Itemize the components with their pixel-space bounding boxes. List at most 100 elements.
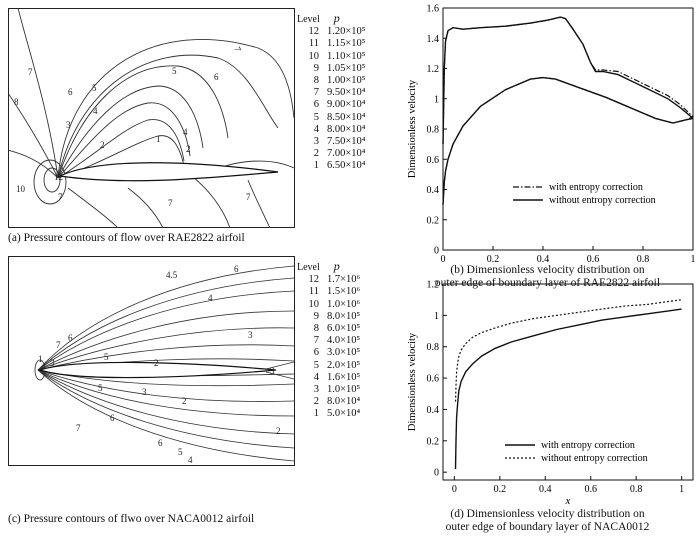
svg-text:7: 7 — [246, 192, 251, 202]
legend-level: 7 — [313, 87, 319, 99]
svg-text:3: 3 — [50, 358, 55, 368]
y-tick-label: 1.6 — [427, 4, 440, 15]
svg-text:4.5: 4.5 — [166, 270, 178, 280]
caption-b-line1: (b) Dimensionless velocity distribution … — [450, 264, 645, 276]
legend-pressure: 1.0×10⁵ — [327, 384, 361, 396]
legend-label: with entropy correction — [541, 440, 635, 451]
legend-level: 6 — [313, 347, 319, 359]
legend-pressure: 2.0×10⁵ — [327, 359, 361, 371]
y-tick-label: 0.6 — [427, 155, 440, 166]
y-tick-label: 0 — [434, 246, 439, 257]
y-tick-label: 1.2 — [427, 64, 440, 75]
y-tick-label: 1 — [434, 94, 439, 105]
y-tick-label: 1 — [434, 311, 439, 322]
caption-b-line2: outer edge of boundary layer of RAE2822 … — [434, 277, 661, 289]
legend-row: 5 2.0×10⁵ — [297, 360, 387, 372]
legend-level: 6 — [313, 99, 319, 111]
legend-row: 11 1.15×10⁵ — [297, 38, 387, 50]
svg-text:10: 10 — [16, 184, 26, 194]
legend-pressure: 1.6×10⁵ — [327, 371, 361, 383]
legend-pressure: 1.20×10⁵ — [327, 26, 366, 38]
svg-text:5: 5 — [172, 66, 177, 76]
legend-row: 6 9.00×10⁴ — [297, 99, 387, 111]
legend-pressure: 7.50×10⁴ — [327, 136, 366, 148]
x-tick-label: 0.8 — [637, 254, 650, 264]
series-line-2 — [442, 76, 694, 205]
legend-row: 4 8.00×10⁴ — [297, 124, 387, 136]
legend-level: 4 — [313, 371, 319, 383]
x-tick-label: 0.2 — [494, 484, 507, 495]
svg-text:4: 4 — [183, 127, 188, 137]
svg-text:7: 7 — [56, 340, 61, 350]
series-line-2 — [442, 16, 694, 145]
x-tick-label: 1 — [691, 254, 696, 264]
legend-level: 5 — [313, 111, 319, 123]
y-tick-label: 0.8 — [427, 125, 440, 136]
series-line-1 — [442, 16, 694, 145]
legend-row: 2 7.00×10⁴ — [297, 148, 387, 160]
legend-level: 7 — [313, 335, 319, 347]
legend-level: 10 — [308, 50, 320, 62]
legend-label: with entropy correction — [549, 182, 643, 193]
svg-text:3: 3 — [142, 387, 147, 397]
legend-level: 5 — [313, 359, 319, 371]
legend-pressure: 8.50×10⁴ — [327, 111, 366, 123]
velocity-chart-rae2822: 0 0.2 0.4 0.6 0.8 1 0 0.2 0.4 0.6 0.8 1 1.2 1.4 1.6 Dim… — [407, 4, 696, 265]
legend-level: 4 — [313, 123, 319, 135]
y-tick-label: 1.2 — [427, 280, 440, 291]
x-tick-label: 0.6 — [584, 484, 597, 495]
caption-a: (a) Pressure contours of flow over RAE28… — [8, 232, 245, 244]
svg-text:5: 5 — [92, 83, 97, 93]
svg-text:1: 1 — [156, 134, 161, 144]
svg-text:5: 5 — [178, 447, 183, 457]
svg-text:3: 3 — [66, 120, 71, 130]
svg-text:6: 6 — [68, 333, 73, 343]
svg-text:6: 6 — [214, 72, 219, 82]
svg-text:7: 7 — [168, 198, 173, 208]
legend-level: 8 — [313, 323, 319, 335]
legend-pressure: 1.10×10⁵ — [327, 50, 366, 62]
x-tick-label: 0.4 — [539, 484, 552, 495]
svg-text:5: 5 — [104, 352, 109, 362]
legend-pressure: 6.50×10⁴ — [327, 160, 366, 172]
legend-level: 2 — [313, 148, 319, 160]
legend-row: 8 6.0×10⁵ — [297, 323, 387, 335]
legend-row: 1 5.0×10⁴ — [297, 408, 387, 420]
legend-label: without entropy correction — [549, 195, 656, 206]
legend-level: 9 — [313, 62, 319, 74]
legend-row: 12 1.20×10⁵ — [297, 26, 387, 38]
svg-text:2: 2 — [154, 358, 159, 368]
legend-row: 7 9.50×10⁴ — [297, 87, 387, 99]
legend-level: 1 — [313, 160, 319, 172]
y-axis-label: Dimensionless velocity — [407, 79, 418, 178]
legend-level: 2 — [313, 396, 319, 408]
legend-row: 5 8.50×10⁴ — [297, 112, 387, 124]
legend-pressure: 8.00×10⁴ — [327, 123, 366, 135]
x-axis-label: x — [565, 495, 571, 504]
svg-text:4: 4 — [93, 106, 98, 116]
legend-row: 4 1.6×10⁵ — [297, 372, 387, 384]
legend-pressure: 8.0×10⁴ — [327, 396, 361, 408]
legend-row: 9 1.05×10⁵ — [297, 63, 387, 75]
y-tick-label: 0.8 — [427, 342, 440, 353]
svg-text:1: 1 — [38, 354, 43, 364]
x-tick-label: 0.8 — [630, 484, 643, 495]
legend-pressure: 9.50×10⁴ — [327, 87, 366, 99]
x-tick-label: 0 — [452, 484, 457, 495]
y-tick-label: 1.4 — [427, 34, 440, 45]
y-tick-label: 0 — [434, 468, 439, 479]
caption-d-line2: outer edge of boundary layer of NACA0012 — [445, 521, 650, 533]
svg-text:6: 6 — [234, 264, 239, 274]
legend-label: without entropy correction — [541, 453, 648, 464]
x-tick-label: 0.6 — [587, 254, 600, 264]
legend-table-c: Level p 12 1.7×10⁶ 11 1.5×10⁶ 10 1.0×10⁶ 9 8.0×1… — [297, 260, 387, 421]
legend-pressure: 5.0×10⁴ — [327, 408, 361, 420]
svg-text:7: 7 — [58, 192, 63, 202]
legend-pressure: 1.7×10⁶ — [327, 274, 361, 286]
svg-text:2: 2 — [100, 140, 105, 150]
legend-row: 1 6.50×10⁴ — [297, 160, 387, 172]
legend-level: 3 — [313, 384, 319, 396]
legend-pressure: 7.00×10⁴ — [327, 148, 366, 160]
legend-level: 10 — [308, 298, 320, 310]
y-tick-label: 0.6 — [427, 374, 440, 385]
